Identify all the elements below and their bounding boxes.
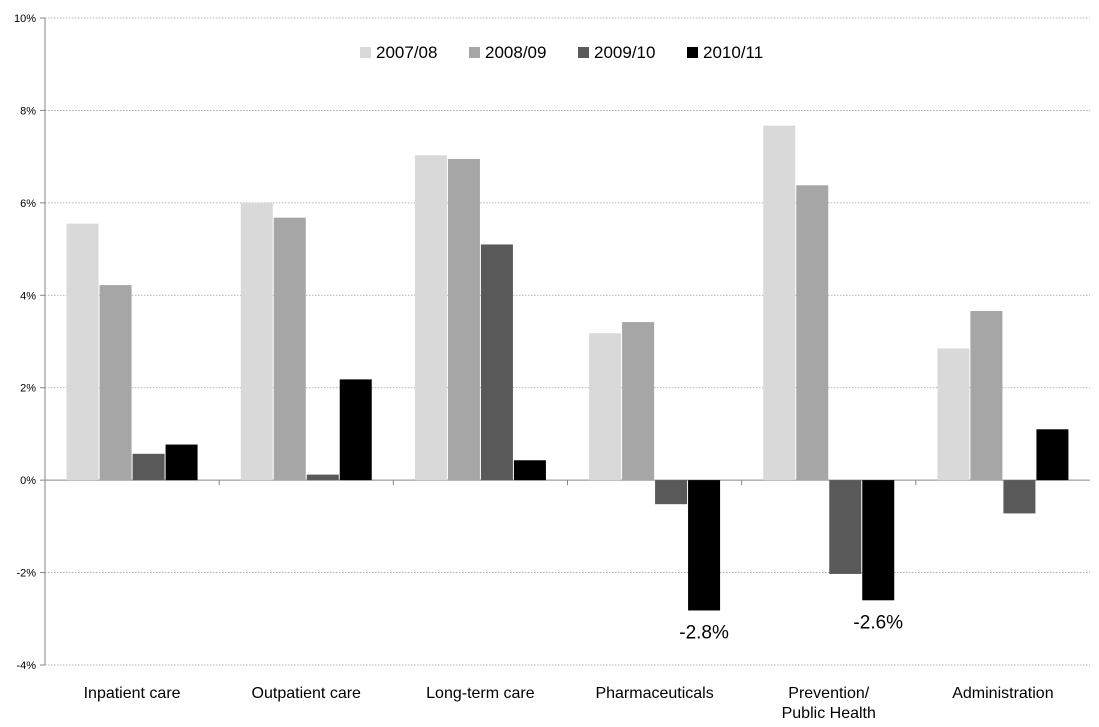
bar-2007-08	[937, 348, 970, 481]
legend-swatch	[360, 47, 371, 58]
x-category-label: Administration	[952, 685, 1053, 702]
bar-2008-09	[99, 285, 132, 481]
data-label: -2.8%	[679, 622, 729, 643]
bar-2009-10	[655, 480, 688, 505]
category-label-line: Inpatient care	[84, 685, 181, 702]
bar-2009-10	[480, 244, 513, 481]
bar-2008-09	[273, 217, 306, 481]
bar-2007-08	[763, 125, 796, 481]
x-category-label: Long-term care	[426, 685, 535, 702]
bar-2009-10	[306, 474, 339, 481]
legend-swatch	[687, 47, 698, 58]
bar-2009-10	[829, 480, 862, 574]
bar-2010-11	[513, 460, 546, 481]
category-label-line: Long-term care	[426, 685, 535, 702]
legend-label: 2009/10	[594, 43, 655, 62]
bar-2007-08	[66, 223, 99, 481]
category-label-line: Pharmaceuticals	[595, 685, 713, 702]
x-category-label: Outpatient care	[252, 685, 362, 702]
y-tick-label: -2%	[16, 568, 36, 580]
y-tick-label: 8%	[20, 105, 36, 117]
bar-2008-09	[622, 322, 655, 481]
bar-2008-09	[796, 185, 829, 481]
bar-2010-11	[165, 444, 198, 481]
bar-2008-09	[970, 310, 1003, 481]
bar-2008-09	[447, 158, 480, 481]
bar-2007-08	[240, 202, 273, 481]
legend-label: 2010/11	[703, 43, 763, 62]
category-label-line: Outpatient care	[252, 685, 362, 702]
legend-swatch	[578, 47, 589, 58]
category-label-line: Prevention/	[788, 685, 869, 702]
bar-2007-08	[589, 333, 622, 481]
legend-swatch	[469, 47, 480, 58]
y-tick-label: -4%	[16, 660, 36, 672]
x-category-label: Inpatient care	[84, 685, 181, 702]
bar-2010-11	[862, 480, 895, 601]
category-label-line: Administration	[952, 685, 1053, 702]
y-tick-label: 2%	[20, 383, 36, 395]
y-tick-label: 6%	[20, 198, 36, 210]
bar-2010-11	[688, 480, 721, 611]
legend: 2007/08 2008/09 2009/10 2010/11	[360, 43, 763, 62]
axes: 10% 8% 6% 4% 2% 0% -2% -4%	[14, 13, 1090, 672]
bar-2010-11	[1036, 429, 1069, 481]
bars	[66, 125, 1069, 611]
bar-2007-08	[414, 155, 447, 481]
y-tick-label: 10%	[14, 13, 36, 25]
y-tick-label: 0%	[20, 475, 36, 487]
legend-label: 2008/09	[485, 43, 546, 62]
bar-2009-10	[132, 453, 165, 481]
category-label-line: Public Health	[782, 705, 876, 722]
gridlines	[45, 17, 1090, 666]
bar-2010-11	[339, 379, 372, 481]
labels: Inpatient care Outpatient care Long-term c…	[84, 612, 1054, 722]
y-tick-label: 4%	[20, 290, 36, 302]
legend-label: 2007/08	[376, 43, 437, 62]
data-label: -2.6%	[853, 612, 903, 633]
bar-2009-10	[1003, 480, 1036, 514]
x-category-label: Prevention/Public Health	[782, 685, 876, 722]
x-category-label: Pharmaceuticals	[595, 685, 713, 702]
